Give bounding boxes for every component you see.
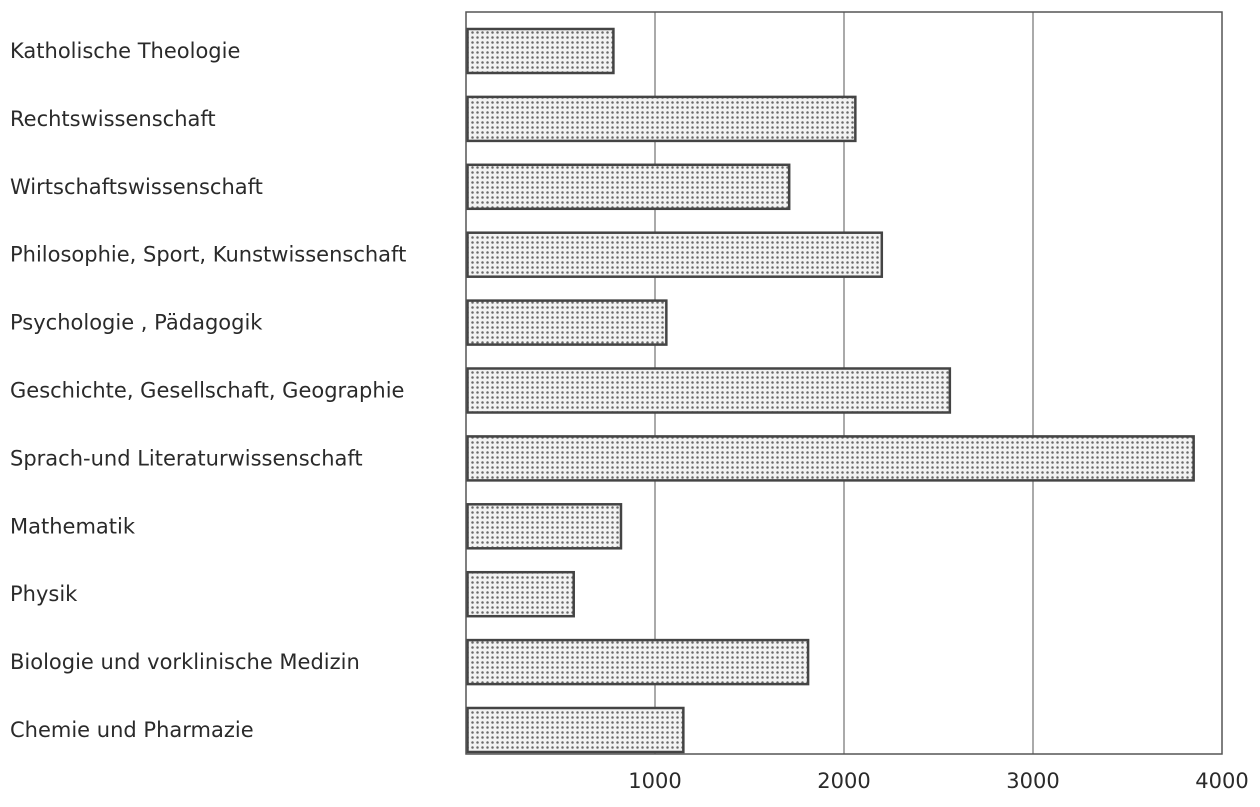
- bar: [466, 95, 857, 143]
- bar: [466, 503, 623, 550]
- category-label: Sprach-und Literaturwissenschaft: [10, 446, 363, 470]
- plot-frame: [465, 11, 1223, 755]
- category-label: Biologie und vorklinische Medizin: [10, 650, 360, 674]
- category-label: Physik: [10, 582, 78, 606]
- bars: [466, 27, 1195, 754]
- bar: [466, 163, 791, 211]
- bar: [466, 706, 685, 754]
- category-label: Geschichte, Gesellschaft, Geographie: [10, 379, 404, 403]
- category-label: Mathematik: [10, 514, 136, 538]
- bar: [466, 299, 668, 346]
- bar: [466, 231, 884, 278]
- x-tick-label: 2000: [817, 769, 870, 793]
- bar: [466, 27, 615, 75]
- category-label: Katholische Theologie: [10, 39, 240, 63]
- x-tick-label: 3000: [1006, 769, 1059, 793]
- bar: [466, 367, 952, 414]
- category-label: Rechtswissenschaft: [10, 107, 216, 131]
- x-tick-label: 4000: [1195, 769, 1248, 793]
- category-label: Wirtschaftswissenschaft: [10, 175, 263, 199]
- category-label: Chemie und Pharmazie: [10, 718, 254, 742]
- category-labels: Katholische Theologie Rechtswissenschaft W…: [10, 39, 406, 742]
- x-tick-label: 1000: [628, 769, 681, 793]
- bar: [466, 638, 810, 686]
- category-label: Philosophie, Sport, Kunstwissenschaft: [10, 243, 406, 267]
- category-label: Psychologie , Pädagogik: [10, 311, 263, 335]
- bar: [466, 570, 575, 618]
- bar: [466, 435, 1195, 482]
- x-tick-labels: 1000 2000 3000 4000: [628, 769, 1248, 793]
